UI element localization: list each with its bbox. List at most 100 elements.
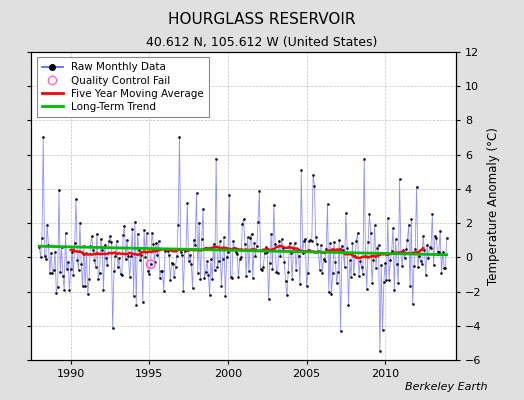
Point <box>171 263 180 270</box>
Point <box>358 271 367 277</box>
Point <box>362 253 370 259</box>
Point <box>184 258 193 264</box>
Point <box>399 247 408 253</box>
Point <box>335 237 343 243</box>
Point <box>308 238 316 244</box>
Point <box>430 262 438 269</box>
Point <box>219 255 227 262</box>
Point <box>348 240 356 246</box>
Point <box>274 270 282 276</box>
Point <box>185 251 194 258</box>
Point <box>119 232 127 238</box>
Point <box>307 237 315 243</box>
Point <box>396 176 404 183</box>
Point <box>286 240 294 246</box>
Point <box>314 248 323 254</box>
Point <box>427 245 435 251</box>
Point <box>380 278 388 285</box>
Point <box>406 283 414 289</box>
Point <box>356 258 365 264</box>
Point <box>439 249 447 255</box>
Point <box>193 269 202 276</box>
Point <box>342 210 350 216</box>
Point <box>381 259 389 266</box>
Point <box>323 201 332 207</box>
Point <box>405 222 413 228</box>
Point <box>250 240 258 247</box>
Point <box>206 256 215 262</box>
Point <box>115 254 123 261</box>
Point <box>231 245 239 251</box>
Point <box>373 245 381 252</box>
Point <box>108 325 117 332</box>
Point <box>328 291 336 297</box>
Point <box>288 276 296 283</box>
Point <box>296 281 304 288</box>
Point <box>53 284 62 290</box>
Point <box>212 156 221 162</box>
Point <box>441 264 450 271</box>
Point <box>51 249 59 256</box>
Point <box>271 241 279 248</box>
Point <box>384 215 392 221</box>
Point <box>153 252 161 258</box>
Point <box>294 253 303 259</box>
Point <box>95 270 104 276</box>
Point <box>211 267 219 274</box>
Point <box>201 269 210 276</box>
Point <box>163 248 172 254</box>
Point <box>97 236 105 242</box>
Point <box>309 172 318 178</box>
Point <box>198 236 206 242</box>
Point <box>247 230 256 237</box>
Point <box>178 252 187 259</box>
Point <box>75 220 84 226</box>
Point <box>279 244 287 251</box>
Point <box>258 266 266 273</box>
Point <box>223 254 231 260</box>
Point <box>40 253 49 260</box>
Point <box>131 218 139 225</box>
Point <box>57 244 66 251</box>
Point <box>315 266 324 273</box>
Point <box>357 264 366 270</box>
Point <box>113 238 121 244</box>
Point <box>138 298 147 305</box>
Point <box>143 230 151 236</box>
Point <box>293 248 302 254</box>
Point <box>146 261 155 268</box>
Point <box>35 244 43 250</box>
Point <box>107 238 115 245</box>
Point <box>154 238 162 244</box>
Point <box>180 248 189 254</box>
Point <box>110 267 118 274</box>
Point <box>81 283 90 289</box>
Point <box>255 187 264 194</box>
Point <box>326 240 334 246</box>
Point <box>59 273 67 279</box>
Point <box>177 249 185 255</box>
Point <box>99 287 107 293</box>
Point <box>263 248 271 255</box>
Point <box>390 287 398 294</box>
Point <box>60 286 68 293</box>
Point <box>43 222 51 228</box>
Point <box>73 257 82 263</box>
Point <box>411 246 420 252</box>
Point <box>204 271 213 278</box>
Point <box>104 238 113 244</box>
Point <box>360 155 368 162</box>
Point <box>39 134 47 140</box>
Point <box>101 242 109 248</box>
Point <box>300 238 308 244</box>
Point <box>82 250 91 256</box>
Point <box>50 267 58 274</box>
Text: Berkeley Earth: Berkeley Earth <box>405 382 487 392</box>
Point <box>428 211 436 218</box>
Point <box>232 249 240 255</box>
Point <box>302 282 311 289</box>
Point <box>77 260 85 267</box>
Point <box>403 237 411 244</box>
Point <box>313 240 321 247</box>
Point <box>161 248 169 254</box>
